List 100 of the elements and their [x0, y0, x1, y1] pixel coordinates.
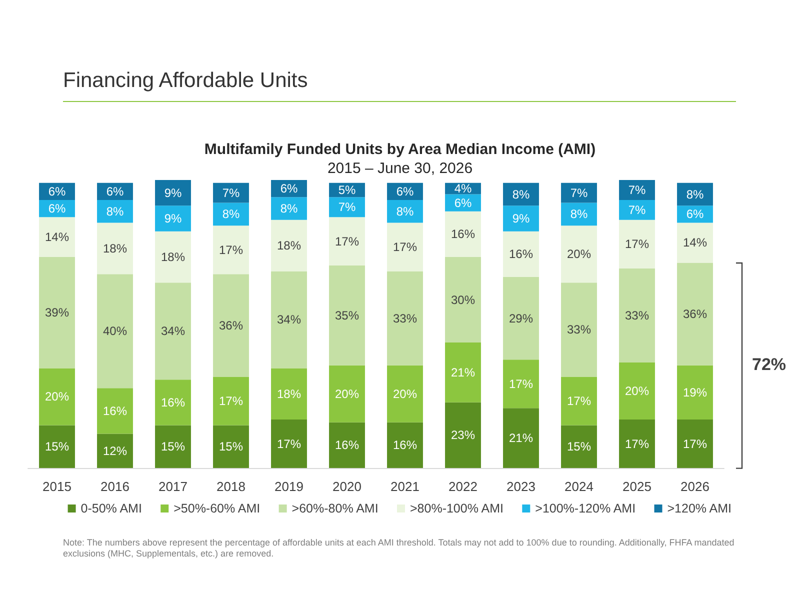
- data-label: 7%: [570, 186, 588, 200]
- bar: [503, 276, 539, 360]
- bar: [329, 197, 365, 218]
- data-label: 16%: [334, 438, 360, 452]
- bar: [561, 282, 597, 377]
- data-label: 6%: [48, 184, 66, 198]
- data-label: 19%: [682, 385, 708, 400]
- data-label: 6%: [280, 182, 298, 196]
- data-label: 7%: [338, 200, 356, 214]
- x-tick-label: 2022: [448, 479, 478, 494]
- bar: [619, 180, 655, 200]
- data-label: 8%: [222, 207, 240, 222]
- bar: [271, 420, 307, 468]
- data-label: 8%: [512, 187, 530, 202]
- data-label: 20%: [566, 247, 592, 262]
- data-label: 12%: [102, 444, 128, 458]
- data-label: 4%: [454, 182, 472, 196]
- bar: [97, 434, 133, 468]
- data-label: 21%: [450, 365, 476, 380]
- bar: [445, 342, 481, 402]
- bar: [561, 226, 597, 283]
- data-label: 6%: [396, 184, 414, 198]
- bar: [329, 365, 365, 422]
- bar: [155, 206, 191, 232]
- bar: [213, 226, 249, 274]
- data-label: 9%: [512, 211, 530, 226]
- data-label: 8%: [106, 204, 124, 218]
- x-tick-label: 2016: [100, 479, 130, 494]
- bar: [97, 222, 133, 274]
- legend-label: 0-50% AMI: [80, 502, 142, 516]
- bar: [677, 365, 713, 420]
- bar: [387, 222, 423, 272]
- bar: [155, 180, 191, 206]
- bar: [561, 182, 597, 203]
- bar: [619, 200, 655, 220]
- text: Financing Affordable Units: [63, 69, 308, 92]
- bar: [387, 271, 423, 366]
- data-label: 6%: [686, 207, 704, 222]
- data-label: 18%: [102, 241, 128, 256]
- text: Note: The numbers above represent the percentage of affordable units at each AMI threshold. Totals may not add to 100% due to rounding. Additionally, FHFA mandated exclusions (MHC, Supplementals, etc.) are removed.: [63, 538, 737, 558]
- bar: [677, 222, 713, 263]
- data-label: 15%: [218, 440, 244, 454]
- data-label: 8%: [686, 187, 704, 202]
- bar: [329, 266, 365, 366]
- bar: [271, 197, 307, 220]
- x-tick-label: 2018: [216, 479, 246, 494]
- data-label: 7%: [628, 202, 646, 217]
- bar: [329, 217, 365, 266]
- data-label: 18%: [160, 250, 186, 264]
- bar: [213, 182, 249, 203]
- bar: [619, 362, 655, 420]
- data-label: 23%: [450, 428, 476, 442]
- data-label: 17%: [334, 234, 360, 248]
- data-label: 5%: [338, 182, 356, 197]
- data-label: 35%: [334, 308, 360, 322]
- bar: [677, 206, 713, 223]
- bar: [503, 360, 539, 408]
- data-label: 17%: [624, 436, 650, 451]
- data-label: 20%: [624, 384, 650, 398]
- data-label: 6%: [106, 184, 124, 198]
- bar: [503, 408, 539, 468]
- data-label: 14%: [682, 236, 708, 250]
- data-label: 20%: [44, 390, 70, 404]
- bar: [39, 217, 75, 257]
- legend-label: >120% AMI: [667, 502, 732, 516]
- data-label: 17%: [392, 240, 418, 254]
- bar: [155, 425, 191, 468]
- bar: [387, 200, 423, 223]
- data-label: 17%: [508, 376, 534, 391]
- bar: [271, 368, 307, 420]
- bar: [97, 388, 133, 434]
- bar: [213, 376, 249, 426]
- data-label: 29%: [508, 311, 534, 326]
- data-label: 20%: [392, 386, 418, 401]
- data-label: 15%: [160, 440, 186, 454]
- data-label: 15%: [44, 440, 70, 454]
- data-label: 21%: [508, 431, 534, 446]
- x-tick-label: 2026: [680, 479, 710, 494]
- x-tick-label: 2019: [274, 479, 304, 494]
- data-label: 16%: [102, 404, 128, 418]
- data-label: 33%: [392, 311, 418, 326]
- data-label: 17%: [566, 394, 592, 408]
- x-tick-label: 2015: [42, 479, 72, 494]
- data-label: 36%: [218, 318, 244, 332]
- data-label: 20%: [334, 386, 360, 401]
- bar: [97, 200, 133, 223]
- legend-label: >50%-60% AMI: [174, 502, 260, 516]
- data-label: 34%: [160, 324, 186, 338]
- data-label: 33%: [566, 322, 592, 337]
- bar: [503, 231, 539, 277]
- x-tick-label: 2017: [158, 479, 188, 494]
- x-tick-label: 2021: [390, 479, 420, 494]
- bar: [39, 256, 75, 368]
- data-label: 17%: [218, 242, 244, 257]
- x-tick-label: 2025: [622, 479, 652, 494]
- legend-label: >80%-100% AMI: [410, 502, 504, 516]
- data-label: 18%: [276, 386, 302, 401]
- data-label: 17%: [624, 237, 650, 252]
- bar: [213, 425, 249, 468]
- bar: [39, 425, 75, 468]
